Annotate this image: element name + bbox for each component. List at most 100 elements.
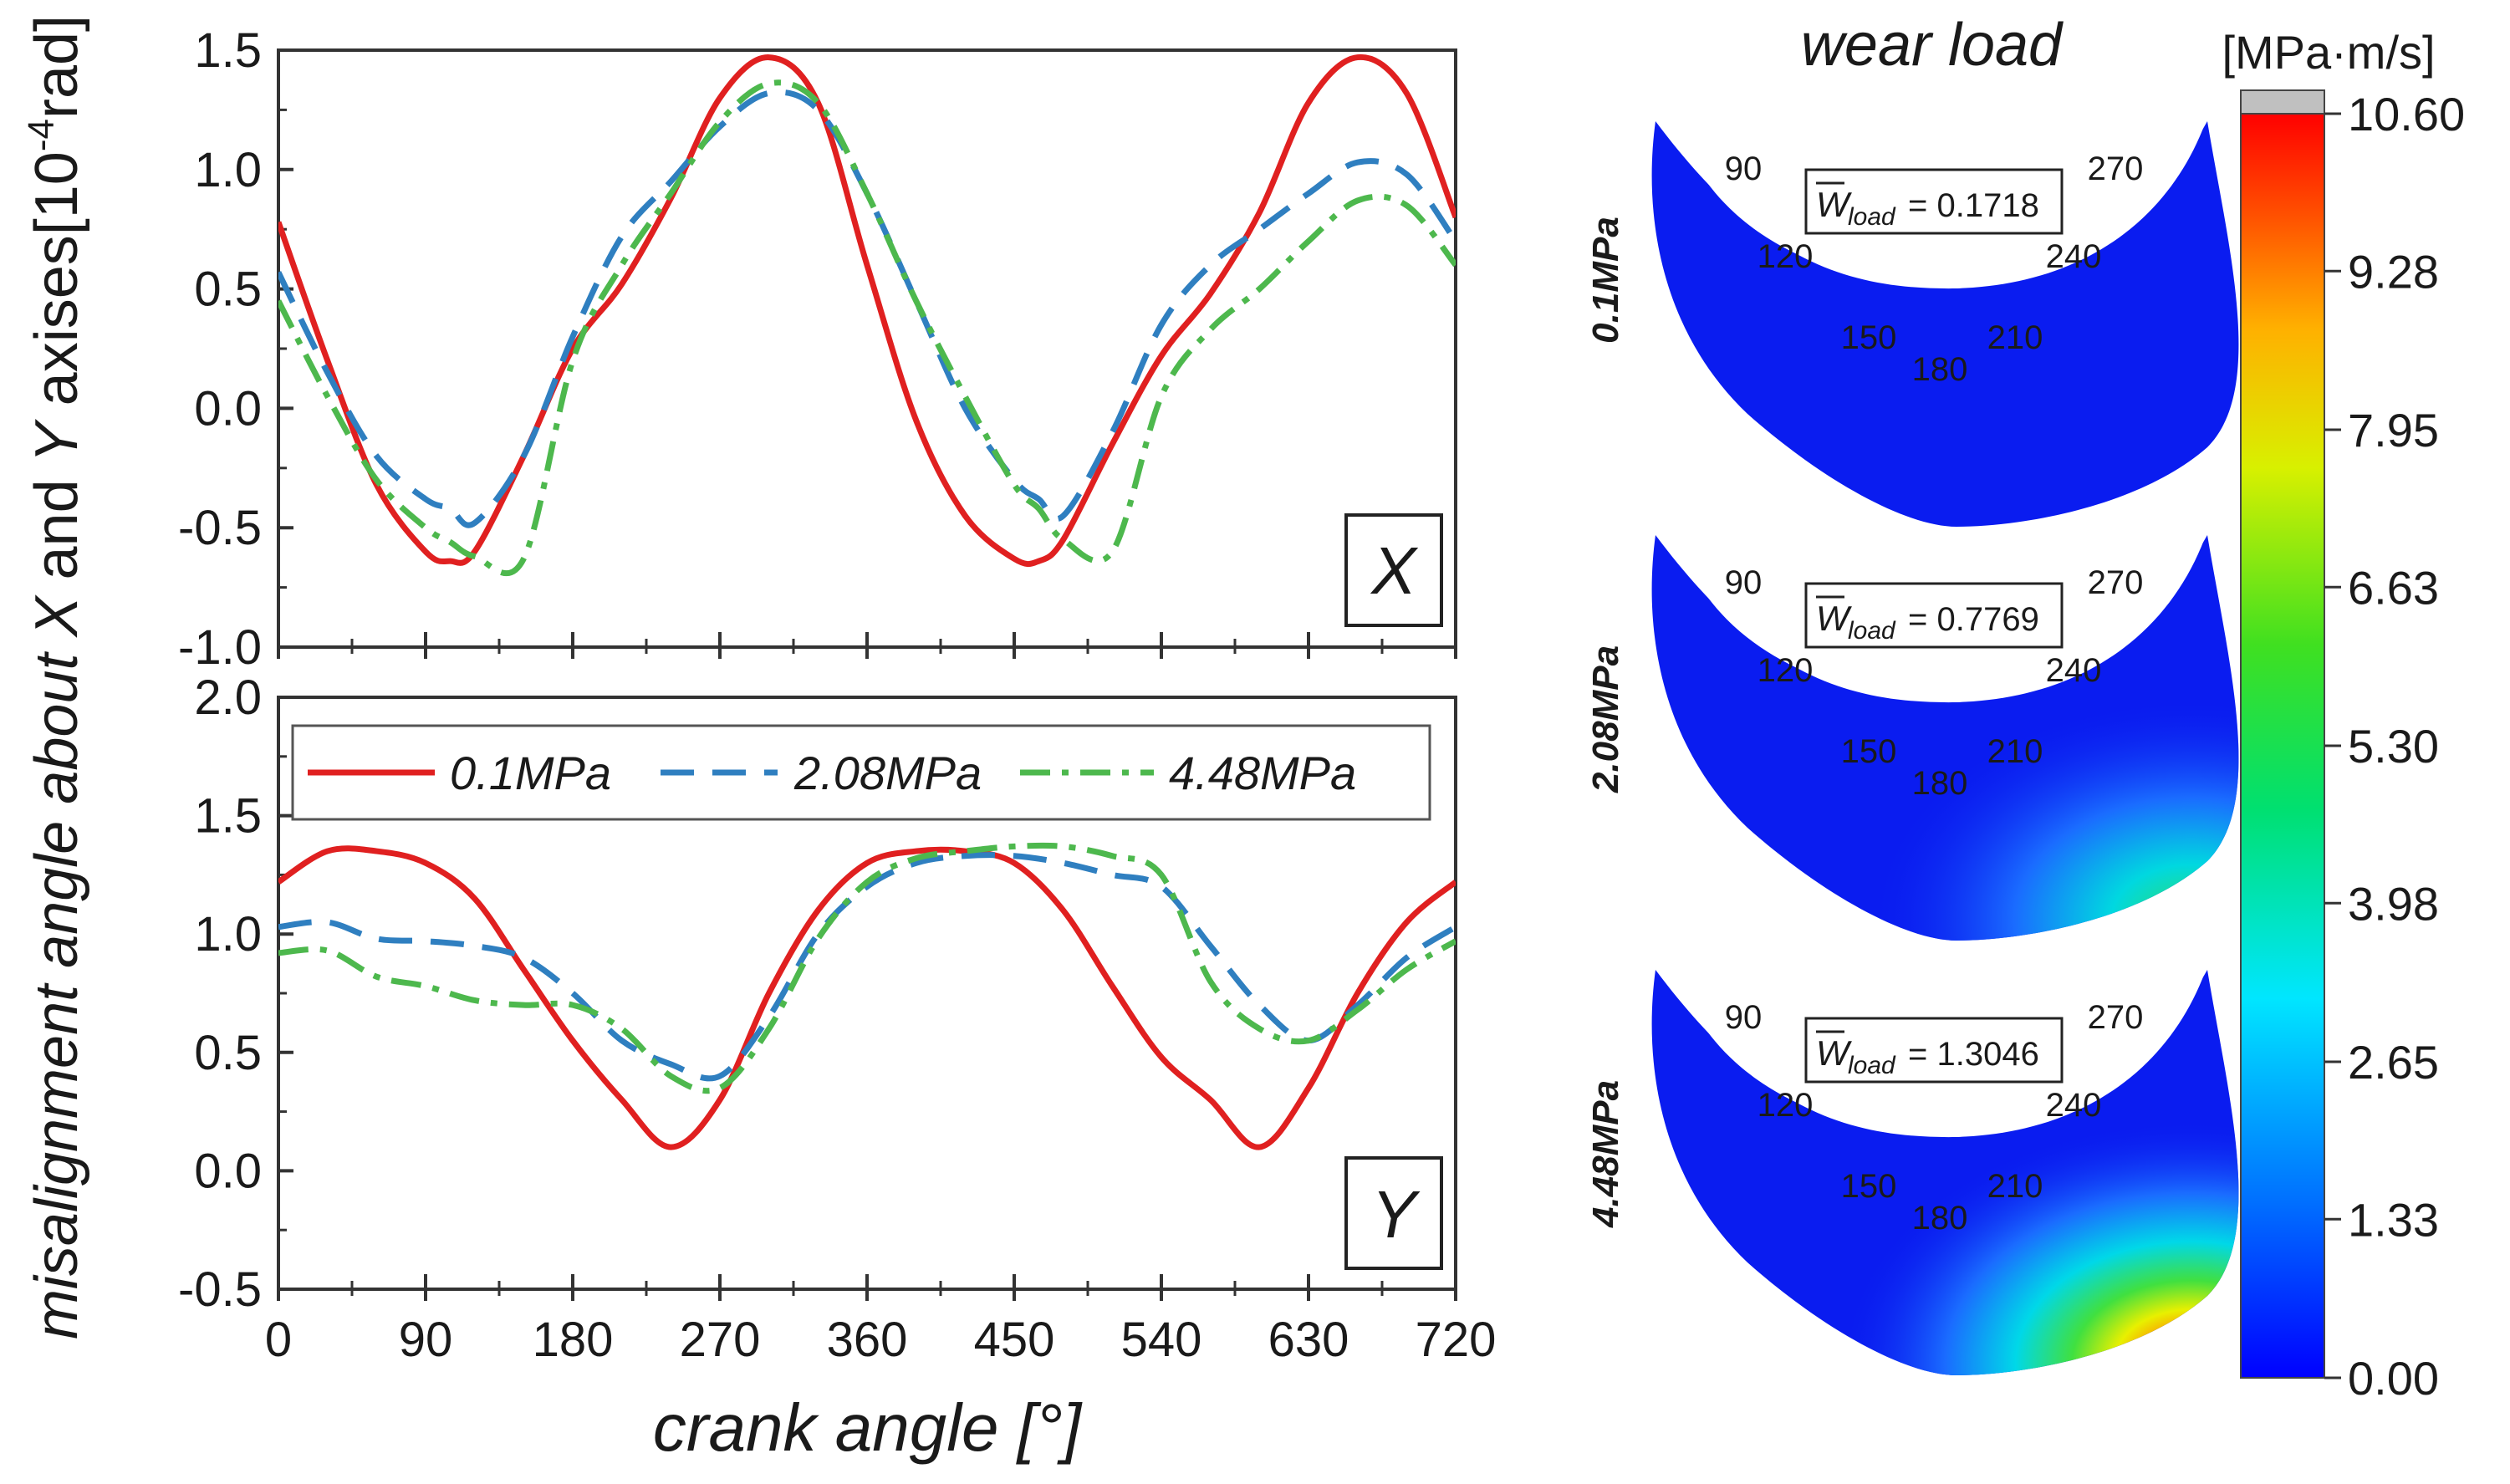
plot-x: 1.5 1.0 0.5 0.0 -0.5 -1.0 X [178, 23, 1457, 675]
plot-y-xtick-label: 0 [265, 1313, 292, 1367]
colorbar-cap [2240, 89, 2325, 115]
wear-angle-label: 90 [1725, 999, 1763, 1036]
plot-x-xticks [277, 632, 1457, 659]
wear-angle-label: 150 [1841, 1168, 1897, 1205]
wear-angle-label: 270 [2088, 150, 2144, 187]
wear-title: wear load [1801, 12, 2064, 79]
wear-angle-label: 210 [1987, 733, 2043, 770]
colorbar-unit: [MPa·m/s] [2222, 26, 2435, 79]
series-y-2.08mpa [278, 852, 1456, 1082]
wear-subscript: load [1848, 1052, 1896, 1079]
wear-angle-label: 120 [1758, 238, 1814, 275]
wear-angle-label: 240 [2046, 1087, 2102, 1124]
wear-angle-label: 210 [1987, 319, 2043, 356]
plot-y-xtick-label: 540 [1121, 1313, 1202, 1367]
plot-y-xtick-label: 450 [974, 1313, 1055, 1367]
series-x-2.08mpa [278, 89, 1456, 528]
wear-value: = 0.7769 [1908, 601, 2039, 638]
wear-value: = 0.1718 [1908, 187, 2039, 224]
wear-crescent [1651, 121, 2239, 527]
wear-subscript: load [1848, 203, 1896, 231]
plot-y-ytick-label: -0.5 [178, 1262, 262, 1317]
plot-y-xtick-label: 720 [1416, 1313, 1497, 1367]
plot-y-ytick-label: 1.0 [194, 907, 262, 961]
plot-x-yticks: 1.5 1.0 0.5 0.0 -0.5 -1.0 [178, 23, 293, 675]
colorbar-tick-label: 5.30 [2348, 720, 2439, 773]
wear-symbol: W [1816, 599, 1852, 638]
wear-value: = 1.3046 [1908, 1036, 2039, 1073]
plot-x-ytick-label: 0.0 [194, 381, 262, 436]
series-y-0.1mpa [278, 845, 1456, 1150]
legend-box [291, 724, 1431, 821]
plot-x-ytick-label: -1.0 [178, 620, 262, 675]
plot-x-ytick-label: 1.5 [194, 23, 262, 78]
colorbar-tick-label: 1.33 [2348, 1193, 2439, 1246]
wear-value-box [1804, 582, 2064, 649]
legend-label-4.48mpa: 4.48MPa [1169, 747, 1356, 799]
wear-angle-label: 180 [1912, 351, 1968, 388]
wear-symbol: W [1816, 185, 1852, 224]
plot-x-frame [277, 48, 1457, 649]
wear-value-box [1804, 168, 2064, 235]
wear-angle-label: 120 [1758, 1087, 1814, 1124]
plot-y: 2.0 1.5 1.0 0.5 0.0 -0.5 0 90 180 270 360 450 540 63… [178, 671, 1496, 1367]
plot-x-series [278, 54, 1456, 577]
plot-x-ytick-label: -0.5 [178, 501, 262, 555]
plot-y-ytick-label: 0.5 [194, 1026, 262, 1080]
legend-label-2.08mpa: 2.08MPa [793, 747, 982, 799]
wear-angle-label: 210 [1987, 1168, 2043, 1205]
wear-angle-label: 270 [2088, 564, 2144, 601]
wear-angle-label: 180 [1912, 765, 1968, 802]
wear-pressure-label: 0.1MPa [1585, 217, 1626, 344]
colorbar-tick-label: 6.63 [2348, 561, 2439, 614]
plot-y-ytick-label: 2.0 [194, 671, 262, 725]
wear-angle-label: 240 [2046, 652, 2102, 689]
wear-hotspot [1651, 535, 2239, 941]
legend: 0.1MPa 2.08MPa 4.48MPa [291, 724, 1431, 821]
series-x-0.1mpa [278, 54, 1456, 568]
plot-y-series [278, 842, 1456, 1150]
wear-symbol: W [1816, 1033, 1852, 1073]
wear-angle-label: 90 [1725, 150, 1763, 187]
panel-x-label: X [1370, 533, 1418, 608]
x-axis-label: crank angle [°] [653, 1390, 1083, 1465]
plot-y-xtick-label: 180 [533, 1313, 614, 1367]
plot-y-xtick-label: 270 [680, 1313, 761, 1367]
colorbar-tick-label: 3.98 [2348, 877, 2439, 930]
panel-y-label: Y [1371, 1177, 1421, 1252]
wear-pressure-label: 4.48MPa [1585, 1080, 1626, 1228]
plot-y-xtick-label: 630 [1268, 1313, 1349, 1367]
colorbar-gradient [2240, 113, 2325, 1379]
plot-y-ytick-label: 1.5 [194, 789, 262, 844]
plot-y-ytick-label: 0.0 [194, 1144, 262, 1198]
plot-y-xtick-label: 90 [399, 1313, 453, 1367]
wear-angle-label: 150 [1841, 319, 1897, 356]
wear-value-box [1804, 1017, 2064, 1084]
wear-pressure-label: 2.08MPa [1585, 645, 1626, 793]
wear-angle-label: 180 [1912, 1200, 1968, 1237]
plot-y-yticks: 2.0 1.5 1.0 0.5 0.0 -0.5 [178, 671, 293, 1317]
plot-y-xtick-label: 360 [827, 1313, 908, 1367]
y-axis-label: misalignment angle about X and Y axises[… [21, 15, 90, 1339]
wear-angle-label: 150 [1841, 733, 1897, 770]
series-y-4.48mpa [278, 842, 1456, 1094]
legend-label-0.1mpa: 0.1MPa [450, 747, 611, 799]
wear-angle-label: 90 [1725, 564, 1763, 601]
wear-subscript: load [1848, 617, 1896, 645]
wear-angle-label: 240 [2046, 238, 2102, 275]
wear-angle-label: 120 [1758, 652, 1814, 689]
plot-y-xticks: 0 90 180 270 360 450 540 630 720 [265, 1274, 1497, 1367]
colorbar-tick-label: 0.00 [2348, 1352, 2439, 1405]
colorbar-tick-label: 9.28 [2348, 245, 2439, 298]
series-x-4.48mpa [278, 79, 1456, 577]
colorbar-tick-label: 10.60 [2348, 88, 2465, 140]
colorbar: [MPa·m/s] 10.609.287.956.635.303.982.651… [2222, 26, 2465, 1405]
wear-angle-label: 270 [2088, 999, 2144, 1036]
colorbar-tick-label: 7.95 [2348, 404, 2439, 456]
